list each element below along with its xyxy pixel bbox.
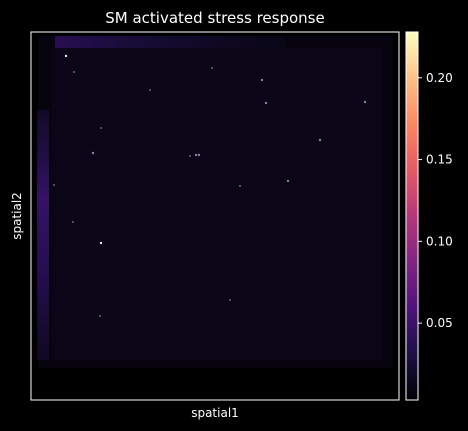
bright-spot	[99, 315, 101, 317]
bright-spot	[318, 138, 322, 142]
bright-spot	[91, 151, 95, 155]
colorbar-frame	[405, 31, 419, 401]
bright-spot	[73, 71, 75, 73]
bright-spot	[72, 221, 74, 223]
colorbar-tick-label: 0.20	[426, 71, 453, 85]
bright-spot	[229, 299, 231, 301]
plot-area	[30, 31, 400, 401]
tissue-top-edge	[55, 36, 285, 48]
colorbar: 0.05 0.10 0.15 0.20	[405, 31, 453, 401]
colorbar-tick-label: 0.10	[426, 234, 453, 248]
bright-spot	[53, 184, 55, 186]
bright-spot	[239, 185, 241, 187]
bright-spot	[64, 54, 68, 58]
bright-spot	[195, 154, 197, 156]
bright-spot	[211, 67, 213, 69]
bright-spot	[99, 241, 103, 245]
colorbar-ticks: 0.05 0.10 0.15 0.20	[418, 71, 453, 330]
colorbar-tick-label: 0.15	[426, 153, 453, 167]
bright-spot	[287, 180, 289, 182]
plot-frame	[30, 31, 400, 401]
chart-title: SM activated stress response	[105, 9, 324, 27]
colorbar-gradient	[406, 32, 418, 400]
bright-spot	[363, 100, 367, 104]
bright-spot	[197, 153, 201, 157]
colorbar-tick-label: 0.05	[426, 316, 453, 330]
bright-spot	[149, 89, 151, 91]
bright-spot	[261, 79, 263, 81]
bright-spot	[264, 101, 268, 105]
bright-spot	[189, 155, 191, 157]
bright-spot	[100, 127, 102, 129]
x-axis-label: spatial1	[191, 406, 239, 420]
tissue-left-edge	[37, 110, 49, 360]
bright-spots	[53, 54, 367, 317]
tissue-inner	[52, 48, 382, 360]
y-axis-label: spatial2	[10, 192, 24, 240]
